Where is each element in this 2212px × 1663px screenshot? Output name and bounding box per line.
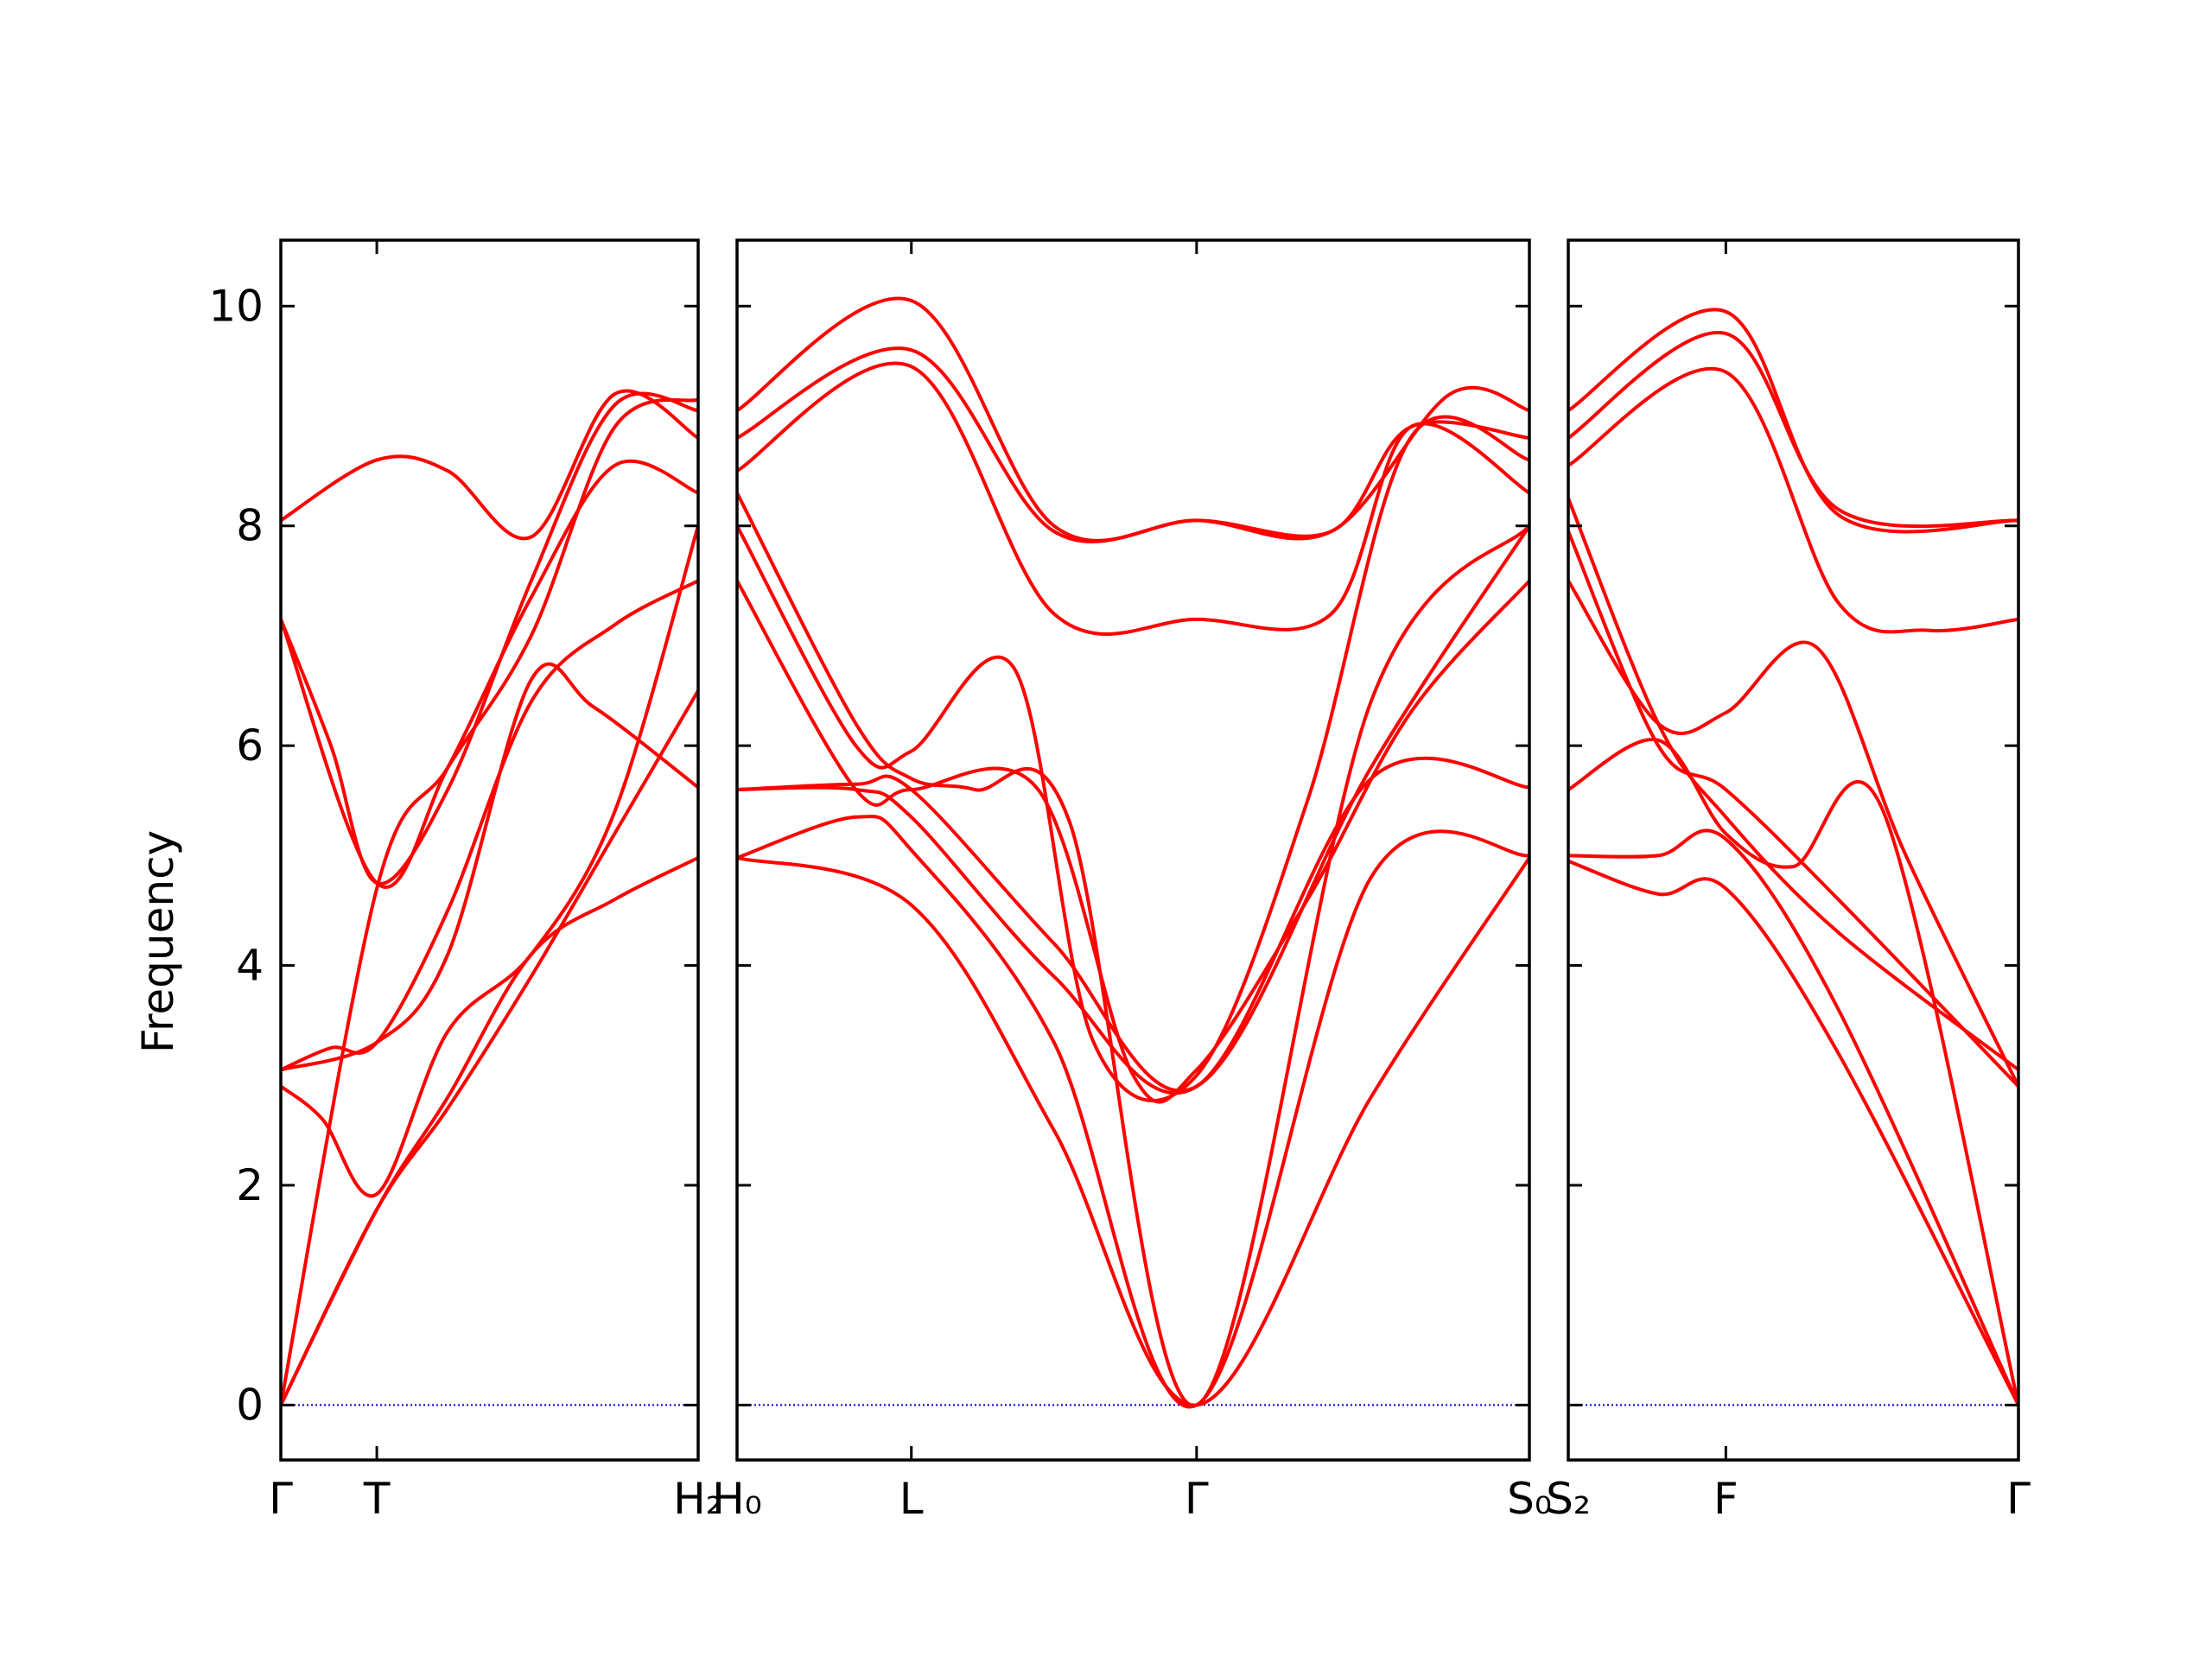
q-point-label: F <box>1713 1474 1738 1524</box>
band-line-5 <box>737 579 1529 1104</box>
band-group <box>737 296 1529 1409</box>
y-tick-label: 6 <box>236 720 264 771</box>
chart-panel-3: S₂ F Γ <box>1546 238 2031 1524</box>
band-line-9 <box>1568 308 2018 534</box>
band-line-4 <box>737 524 1529 1093</box>
q-point-label: Γ <box>269 1474 293 1524</box>
band-line-6 <box>1568 496 2018 1072</box>
band-group <box>281 389 698 1407</box>
q-point-label: T <box>363 1474 391 1524</box>
band-line-10 <box>737 296 1529 543</box>
q-point-label: Γ <box>1185 1474 1209 1524</box>
y-tick-label: 8 <box>236 501 264 551</box>
y-tick-label: 10 <box>208 281 264 331</box>
band-line-3 <box>281 397 698 1407</box>
band-line-4 <box>1568 579 2018 1089</box>
band-line-3 <box>1568 737 2018 1407</box>
band-line-1 <box>1568 859 2018 1407</box>
band-line-5 <box>1568 530 2018 1089</box>
band-line-2 <box>281 855 698 1407</box>
band-line-9 <box>281 389 698 541</box>
y-tick-label: 4 <box>236 941 264 991</box>
band-line-7 <box>737 491 1529 1407</box>
band-line-3 <box>737 756 1529 1095</box>
q-point-label: S₂ <box>1546 1474 1591 1524</box>
q-point-label: S₀ <box>1507 1474 1552 1524</box>
q-point-label: L <box>899 1474 924 1524</box>
chart-panel-1: 0 2 4 6 8 10 Γ T H₂ <box>208 238 723 1524</box>
y-axis-title: Frequency <box>133 830 183 1053</box>
band-line-8 <box>281 459 698 889</box>
panel-frame <box>279 238 700 1462</box>
band-line-5 <box>281 579 698 1072</box>
chart-panel-2: H₀ L Γ S₀ <box>712 238 1552 1524</box>
band-line-8 <box>737 361 1529 636</box>
panel-frame <box>735 238 1531 1462</box>
band-line-8 <box>1568 330 2018 529</box>
q-point-label: H₀ <box>712 1474 762 1524</box>
band-group <box>1568 308 2018 1407</box>
q-point-label: Γ <box>2006 1474 2031 1524</box>
q-point-label: H₂ <box>673 1474 723 1524</box>
panel-frame <box>1567 238 2020 1462</box>
band-line-2 <box>1568 828 2018 1407</box>
band-line-7 <box>281 391 698 885</box>
y-tick-label: 0 <box>236 1380 264 1430</box>
band-line-6 <box>737 415 1529 1103</box>
band-line-4 <box>281 524 698 1198</box>
band-line-2 <box>737 815 1529 1409</box>
y-tick-label: 2 <box>236 1160 264 1210</box>
band-line-7 <box>1568 366 2018 634</box>
band-line-6 <box>281 662 698 1072</box>
band-line-1 <box>737 855 1529 1407</box>
